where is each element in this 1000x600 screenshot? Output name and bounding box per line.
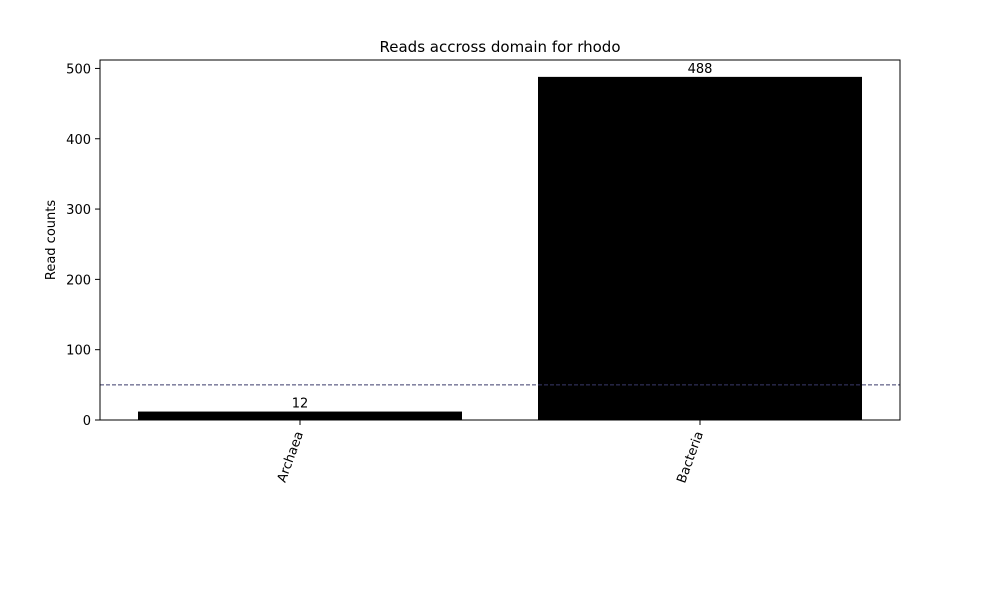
chart-title: Reads accross domain for rhodo (380, 38, 621, 56)
y-tick-label: 0 (83, 414, 91, 429)
bar-archaea (138, 411, 462, 420)
bar-label-archaea: 12 (292, 397, 309, 412)
y-tick-label: 500 (66, 62, 91, 77)
x-tick-label-archaea: Archaea (275, 429, 307, 484)
x-tick-label-bacteria: Bacteria (674, 429, 707, 485)
y-axis-label: Read counts (44, 200, 59, 280)
y-tick-label: 300 (66, 203, 91, 218)
axes-frame (99, 59, 901, 421)
y-tick-label: 100 (66, 344, 91, 359)
bar-label-bacteria: 488 (688, 62, 713, 77)
y-tick-label: 200 (66, 273, 91, 288)
plot-area: 12 Archaea 488 Bacteria 0 100 200 300 400 500 (66, 59, 901, 485)
bar-bacteria (538, 76, 862, 421)
y-tick-label: 400 (66, 133, 91, 148)
